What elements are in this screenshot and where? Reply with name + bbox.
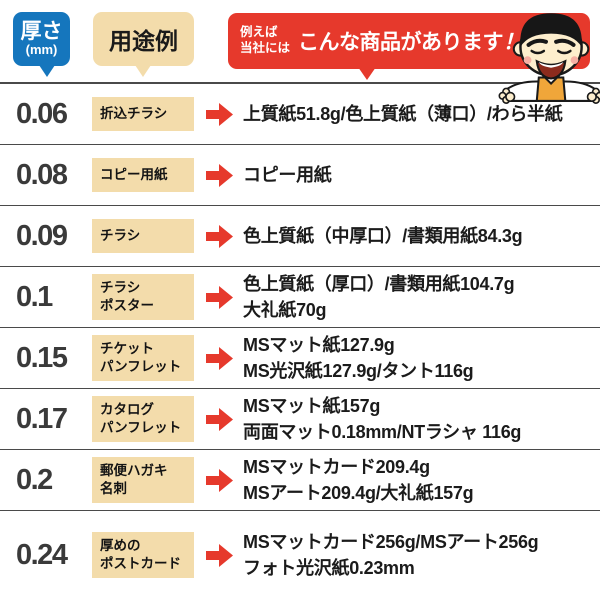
- thickness-value: 0.2: [16, 463, 53, 496]
- product-list: 色上質紙（厚口）/書類用紙104.7g 大礼紙70g: [243, 271, 515, 323]
- header: 厚さ (mm) 用途例 例えば 当社には こんな商品があります ！: [0, 0, 600, 104]
- right-arrow-icon: [205, 467, 234, 494]
- product-line: コピー用紙: [243, 164, 332, 185]
- table-row: 0.06 折込チラシ 上質紙51.8g/色上質紙（薄口）/わら半紙: [0, 84, 600, 145]
- thickness-header-label: 厚さ: [20, 20, 63, 44]
- product-line: MS光沢紙127.9g/タント116g: [243, 361, 474, 381]
- table-row: 0.2 郵便ハガキ 名刺 MSマットカード209.4g MSアート209.4g/…: [0, 450, 600, 511]
- usage-line: チラシ: [100, 227, 141, 243]
- right-arrow-icon: [205, 542, 234, 569]
- product-line: 両面マット0.18mm/NTラシャ 116g: [243, 422, 522, 442]
- thickness-header-bubble: 厚さ (mm): [13, 12, 70, 77]
- product-line: MSマットカード209.4g: [243, 456, 430, 477]
- product-line: 色上質紙（中厚口）/書類用紙84.3g: [243, 225, 523, 246]
- banner-prefix: 例えば 当社には: [240, 25, 290, 56]
- table-row: 0.08 コピー用紙 コピー用紙: [0, 145, 600, 206]
- bubble-pointer: [358, 67, 376, 80]
- usage-label-box: チラシ ポスター: [92, 273, 194, 321]
- table-row: 0.15 チケット パンフレット MSマット紙127.9g MS光沢紙127.9…: [0, 328, 600, 389]
- right-arrow-icon: [205, 101, 234, 128]
- product-list: MSマットカード256g/MSアート256g フォト光沢紙0.23mm: [243, 529, 539, 581]
- product-list: 色上質紙（中厚口）/書類用紙84.3g: [243, 223, 523, 249]
- table-row: 0.24 厚めの ポストカード MSマットカード256g/MSアート256g フ…: [0, 511, 600, 599]
- product-line: 大礼紙70g: [243, 300, 327, 320]
- usage-line: パンフレット: [100, 420, 182, 435]
- usage-label-box: 郵便ハガキ 名刺: [92, 456, 194, 504]
- table-row: 0.17 カタログ パンフレット MSマット紙157g 両面マット0.18mm/…: [0, 389, 600, 450]
- right-arrow-icon: [205, 406, 234, 433]
- product-line: 色上質紙（厚口）/書類用紙104.7g: [243, 273, 515, 294]
- usage-label-box: 折込チラシ: [92, 97, 194, 131]
- usage-line: カタログ: [100, 401, 154, 417]
- product-line: MSマット紙127.9g: [243, 334, 395, 355]
- product-line: フォト光沢紙0.23mm: [243, 558, 415, 578]
- mascot-character-icon: [498, 13, 600, 104]
- usage-line: ポストカード: [100, 556, 181, 571]
- banner-prefix-line1: 例えば: [240, 25, 278, 40]
- thickness-value: 0.06: [16, 97, 68, 130]
- thickness-value: 0.08: [16, 158, 68, 191]
- thickness-value: 0.17: [16, 402, 68, 435]
- usage-line: 折込チラシ: [100, 105, 168, 121]
- usage-label-box: カタログ パンフレット: [92, 395, 194, 443]
- usage-line: コピー用紙: [100, 166, 168, 182]
- usage-line: チケット: [100, 340, 154, 356]
- usage-line: 名刺: [100, 481, 127, 496]
- banner-prefix-line2: 当社には: [240, 41, 291, 55]
- usage-line: 厚めの: [100, 537, 141, 553]
- product-list: コピー用紙: [243, 162, 332, 188]
- right-arrow-icon: [205, 284, 234, 311]
- table-row: 0.1 チラシ ポスター 色上質紙（厚口）/書類用紙104.7g 大礼紙70g: [0, 267, 600, 328]
- thickness-header-unit: (mm): [25, 42, 58, 58]
- product-line: MSアート209.4g/大礼紙157g: [243, 483, 474, 503]
- usage-line: チラシ: [100, 279, 141, 295]
- usage-header-label: 用途例: [109, 28, 178, 54]
- thickness-value: 0.1: [16, 280, 53, 313]
- thickness-value: 0.15: [16, 341, 68, 374]
- usage-line: ポスター: [100, 298, 154, 313]
- right-arrow-icon: [205, 223, 234, 250]
- usage-line: 郵便ハガキ: [100, 462, 168, 478]
- product-list: MSマットカード209.4g MSアート209.4g/大礼紙157g: [243, 454, 474, 506]
- right-arrow-icon: [205, 162, 234, 189]
- thickness-table: 0.06 折込チラシ 上質紙51.8g/色上質紙（薄口）/わら半紙 0.08 コ…: [0, 84, 600, 599]
- usage-line: パンフレット: [100, 359, 182, 374]
- product-line: MSマット紙157g: [243, 395, 381, 416]
- product-line: 上質紙51.8g/色上質紙（薄口）/わら半紙: [243, 103, 563, 124]
- right-arrow-icon: [205, 345, 234, 372]
- product-line: MSマットカード256g/MSアート256g: [243, 531, 539, 552]
- thickness-value: 0.09: [16, 219, 68, 252]
- usage-label-box: コピー用紙: [92, 158, 194, 192]
- usage-label-box: 厚めの ポストカード: [92, 531, 194, 579]
- usage-label-box: チラシ: [92, 219, 194, 253]
- usage-header-bubble: 用途例: [93, 12, 194, 77]
- product-list: MSマット紙127.9g MS光沢紙127.9g/タント116g: [243, 332, 474, 384]
- usage-label-box: チケット パンフレット: [92, 334, 194, 382]
- thickness-value: 0.24: [16, 538, 68, 571]
- bubble-pointer: [39, 65, 55, 77]
- banner-main-text: こんな商品があります: [298, 31, 504, 54]
- table-row: 0.09 チラシ 色上質紙（中厚口）/書類用紙84.3g: [0, 206, 600, 267]
- product-list: 上質紙51.8g/色上質紙（薄口）/わら半紙: [243, 101, 563, 127]
- product-list: MSマット紙157g 両面マット0.18mm/NTラシャ 116g: [243, 393, 521, 445]
- bubble-pointer: [135, 65, 151, 77]
